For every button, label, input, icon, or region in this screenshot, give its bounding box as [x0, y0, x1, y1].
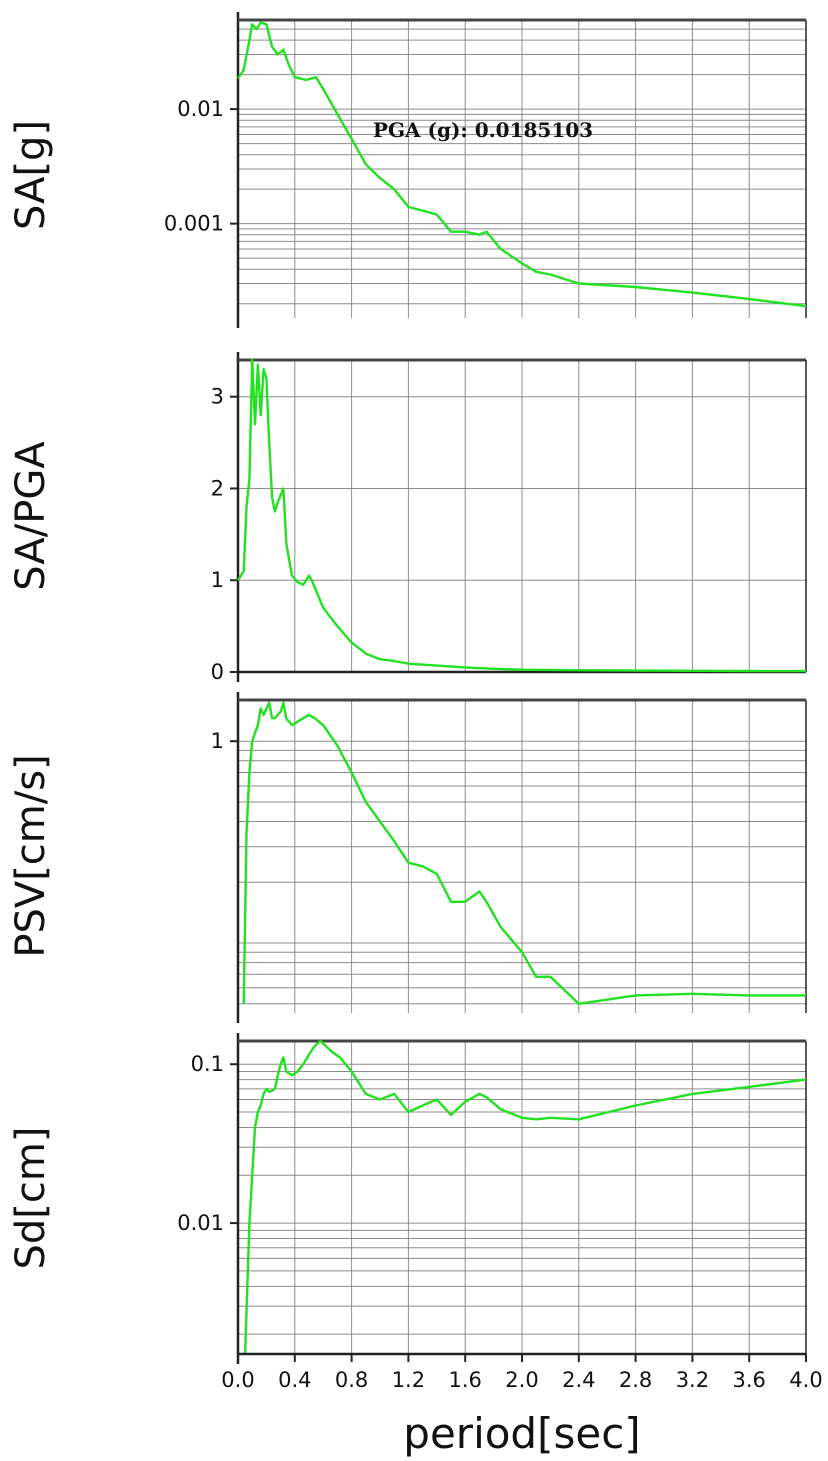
y-tick-label: 3 — [211, 385, 224, 409]
sd-panel: 0.1 0.01 Sd[cm] — [8, 1033, 807, 1364]
x-tick-label: 0.0 — [221, 1368, 254, 1392]
x-tick-label: 2.4 — [562, 1368, 595, 1392]
x-tick-label: 1.2 — [392, 1368, 425, 1392]
spectrum-curve — [242, 701, 806, 1005]
x-axis: 0.0 0.4 0.8 1.2 1.6 2.0 2.4 2.8 3.2 3.6 4.0 — [221, 1352, 823, 1392]
x-tick-label: 0.8 — [335, 1368, 368, 1392]
sa-panel: 0.01 0.001 SA[g] PGA (g): 0.0185103 — [8, 12, 807, 328]
y-tick-label: 1 — [211, 729, 224, 753]
x-tick-label: 2.8 — [619, 1368, 652, 1392]
spectrum-curve — [236, 21, 807, 308]
sa-pga-axis-label: SA/PGA — [8, 441, 54, 591]
y-tick-label: 0.001 — [164, 212, 224, 236]
y-tick-label: 0.01 — [177, 97, 224, 121]
psv-panel: 1 PSV[cm/s] — [8, 692, 807, 1023]
x-tick-label: 4.0 — [789, 1368, 822, 1392]
x-axis-label: period[sec] — [403, 1409, 640, 1458]
pga-annotation: PGA (g): 0.0185103 — [373, 118, 593, 142]
x-tick-label: 3.6 — [732, 1368, 765, 1392]
y-tick-label: 1 — [211, 568, 224, 592]
sa-pga-panel: 0 1 2 3 SA/PGA — [8, 352, 807, 684]
sa-axis-label: SA[g] — [8, 120, 54, 230]
y-tick-label: 0.1 — [191, 1052, 224, 1076]
spectrum-curve — [236, 358, 807, 673]
x-tick-label: 0.4 — [278, 1368, 311, 1392]
x-tick-label: 3.2 — [676, 1368, 709, 1392]
psv-axis-label: PSV[cm/s] — [8, 754, 54, 957]
y-tick-label: 2 — [211, 476, 224, 500]
y-tick-label: 0.01 — [177, 1211, 224, 1235]
sd-axis-label: Sd[cm] — [8, 1127, 54, 1270]
spectrum-curve — [243, 1039, 807, 1355]
x-tick-label: 2.0 — [505, 1368, 538, 1392]
y-tick-label: 0 — [211, 660, 224, 684]
x-tick-label: 1.6 — [448, 1368, 481, 1392]
